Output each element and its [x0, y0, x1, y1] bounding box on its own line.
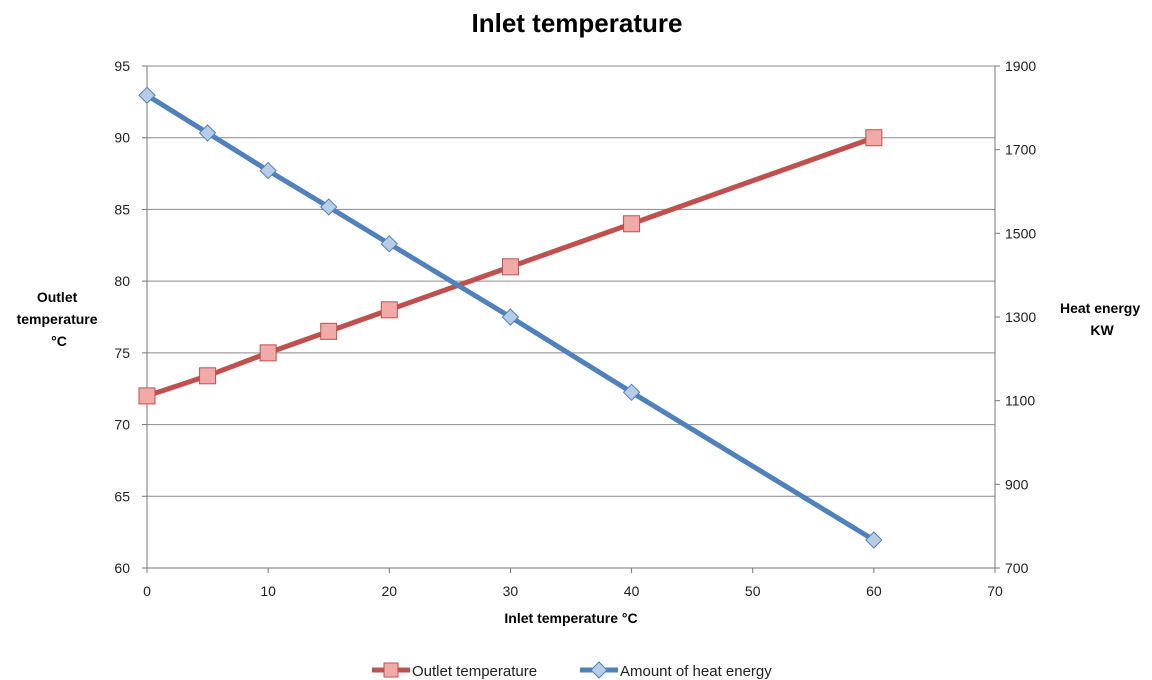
data-point-square	[320, 322, 338, 340]
right-tick-label: 1700	[1005, 142, 1036, 158]
right-tick-label: 700	[1005, 560, 1029, 576]
left-tick-label: 65	[114, 488, 130, 504]
right-tick-label: 1500	[1005, 225, 1036, 241]
legend-swatch-diamond-marker	[590, 661, 608, 679]
left-axis-label-line: temperature	[17, 311, 98, 327]
legend-item-amount-of-heat-energy: Amount of heat energy	[580, 661, 772, 680]
data-point-diamond	[380, 235, 398, 253]
x-tick-label: 70	[987, 583, 1003, 599]
right-axis-label-line: KW	[1090, 322, 1114, 338]
right-tick-labels: 700 900 1100 1300 1500 1700 1900	[995, 58, 1036, 576]
x-tick-label: 10	[260, 583, 276, 599]
left-tick-label: 90	[114, 130, 130, 146]
chart-title: Inlet temperature	[472, 8, 683, 38]
left-tick-labels: 60 65 70 75 80 85 90 95	[114, 58, 147, 576]
legend-label: Amount of heat energy	[620, 663, 772, 680]
left-tick-label: 85	[114, 201, 130, 217]
left-axis-label-line: Outlet	[37, 289, 78, 305]
left-tick-label: 95	[114, 58, 130, 74]
right-axis-label: Heat energy KW	[1060, 300, 1144, 338]
x-tick-label: 0	[143, 583, 151, 599]
data-point-square	[138, 387, 156, 405]
series-amount-of-heat-energy	[138, 86, 883, 549]
right-tick-label: 1900	[1005, 58, 1036, 74]
legend-label: Outlet temperature	[412, 663, 537, 680]
data-point-square	[865, 129, 883, 147]
left-tick-label: 80	[114, 273, 130, 289]
data-point-diamond	[622, 383, 641, 402]
series-line	[144, 92, 877, 543]
left-tick-label: 60	[114, 560, 130, 576]
x-axis-label: Inlet temperature °C	[504, 610, 637, 626]
x-tick-label: 50	[745, 583, 761, 599]
series-line	[144, 135, 877, 399]
grid-lines	[147, 65, 995, 569]
x-tick-label: 20	[381, 583, 397, 599]
data-point-square	[259, 344, 277, 362]
legend: Outlet temperature Amount of heat energy	[372, 661, 772, 680]
data-point-diamond	[138, 86, 156, 104]
legend-item-outlet-temperature: Outlet temperature	[372, 662, 537, 680]
data-point-square	[199, 367, 217, 385]
data-point-diamond	[320, 198, 338, 216]
x-tick-label: 60	[866, 583, 882, 599]
x-tick-label: 30	[503, 583, 519, 599]
right-tick-label: 900	[1005, 476, 1029, 492]
right-tick-label: 1300	[1005, 309, 1036, 325]
data-point-diamond	[259, 161, 277, 180]
left-axis-label: Outlet temperature °C	[17, 289, 102, 349]
series-layer	[138, 86, 883, 549]
data-point-square	[623, 215, 641, 233]
series-outlet-temperature	[138, 129, 883, 405]
left-tick-label: 75	[114, 345, 130, 361]
left-axis-label-line: °C	[51, 333, 67, 349]
data-point-diamond	[198, 124, 217, 142]
left-tick-label: 70	[114, 417, 130, 433]
right-tick-label: 1100	[1005, 393, 1035, 409]
data-point-diamond	[865, 531, 883, 549]
x-tick-label: 40	[624, 583, 640, 599]
data-point-square	[380, 301, 398, 319]
x-tick-labels: 0 10 20 30 40 50 60 70	[143, 568, 1003, 599]
data-point-diamond	[501, 308, 520, 326]
legend-swatch-square-marker	[383, 662, 399, 678]
data-point-square	[501, 258, 519, 276]
right-axis-label-line: Heat energy	[1060, 300, 1140, 316]
